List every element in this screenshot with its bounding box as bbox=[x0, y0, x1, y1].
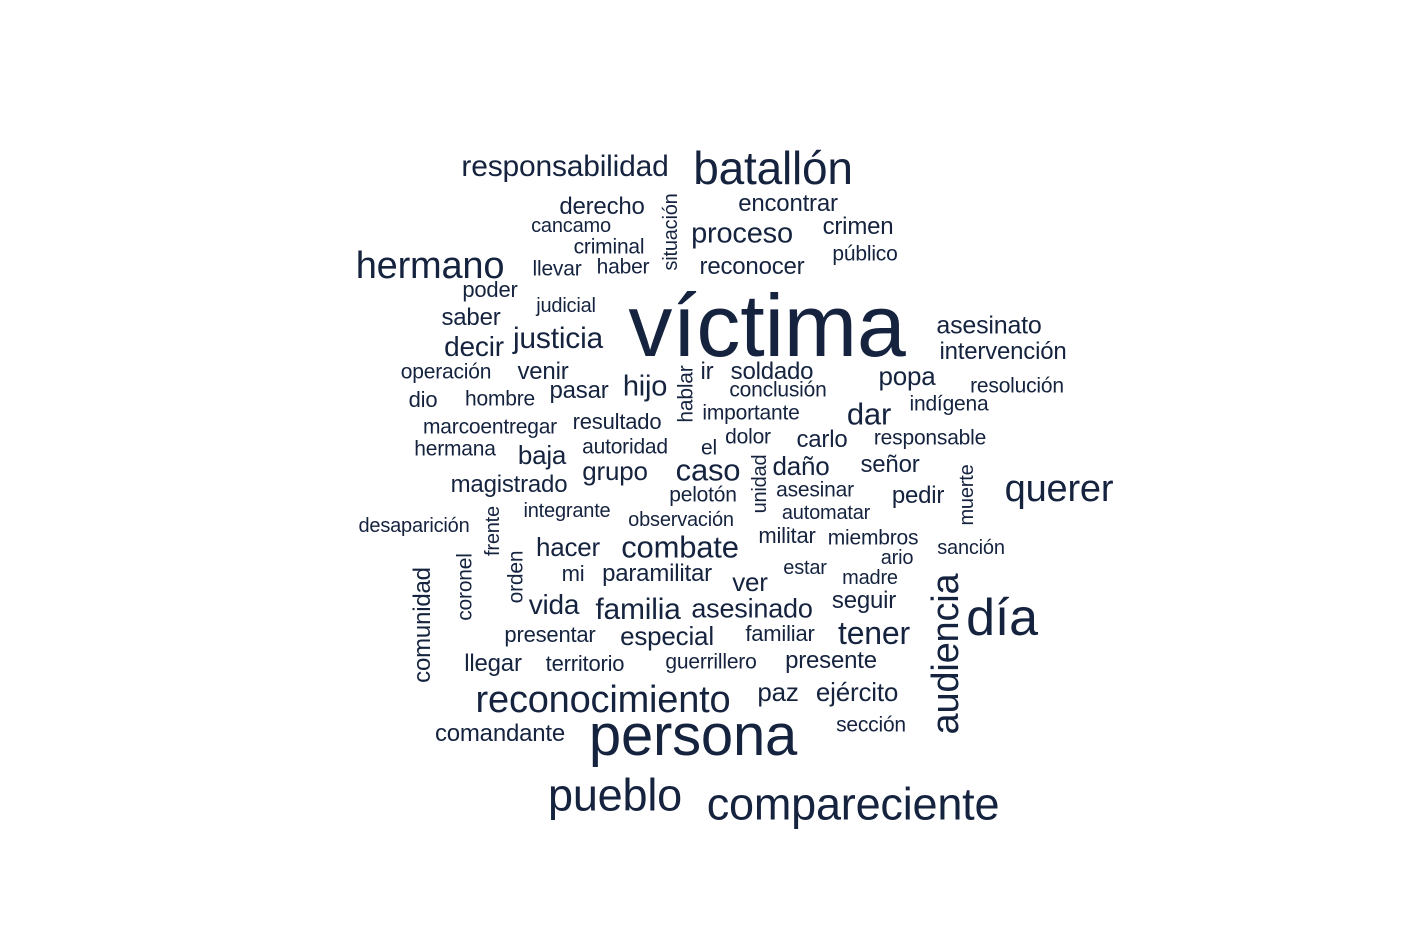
word: importante bbox=[702, 401, 800, 425]
word: responsabilidad bbox=[461, 150, 669, 183]
word: querer bbox=[1004, 468, 1114, 510]
word: familiar bbox=[745, 621, 815, 646]
word: hombre bbox=[464, 387, 536, 411]
word: venir bbox=[517, 358, 569, 385]
word: muerte bbox=[956, 464, 978, 526]
word: paramilitar bbox=[602, 560, 712, 587]
word: día bbox=[966, 589, 1038, 647]
word: miembros bbox=[827, 526, 919, 550]
word: dar bbox=[846, 396, 892, 432]
word: popa bbox=[878, 361, 936, 391]
word: presentar bbox=[504, 622, 596, 647]
word: estar bbox=[783, 557, 827, 579]
word: audiencia bbox=[925, 573, 967, 735]
word: llevar bbox=[532, 257, 582, 281]
word: madre bbox=[842, 567, 898, 589]
word: familia bbox=[595, 593, 681, 626]
word: crimen bbox=[822, 213, 894, 240]
word: sección bbox=[836, 713, 906, 737]
word: caso bbox=[675, 452, 741, 488]
word: integrante bbox=[523, 500, 611, 522]
word: marcoentregar bbox=[423, 415, 557, 439]
word: baja bbox=[517, 440, 567, 470]
word: proceso bbox=[691, 217, 793, 250]
word: cancamo bbox=[531, 215, 611, 237]
word: vida bbox=[528, 589, 580, 620]
word: daño bbox=[772, 451, 830, 481]
word: militar bbox=[758, 523, 816, 548]
word: sanción bbox=[937, 537, 1005, 559]
word: poder bbox=[462, 277, 518, 302]
word: dio bbox=[408, 387, 438, 412]
word: reconocimiento bbox=[475, 679, 731, 721]
word: automatar bbox=[781, 502, 871, 524]
word: criminal bbox=[573, 235, 645, 259]
word: intervención bbox=[939, 338, 1067, 365]
word: ario bbox=[880, 547, 914, 569]
word: territorio bbox=[545, 651, 625, 676]
word: combate bbox=[621, 529, 739, 565]
word: hacer bbox=[535, 532, 601, 562]
word: grupo bbox=[582, 456, 648, 486]
word: batallón bbox=[693, 142, 853, 194]
word: comunidad bbox=[409, 567, 436, 683]
word: paz bbox=[757, 677, 799, 707]
word: hijo bbox=[622, 370, 668, 403]
word: carlo bbox=[796, 426, 848, 453]
word: orden bbox=[504, 550, 528, 604]
word: tener bbox=[838, 615, 910, 651]
word: señor bbox=[860, 451, 920, 478]
word: público bbox=[832, 242, 898, 266]
word: víctima bbox=[628, 276, 906, 375]
word: hermana bbox=[414, 437, 496, 461]
word: justicia bbox=[512, 322, 604, 355]
word: saber bbox=[441, 304, 501, 331]
word: desaparición bbox=[358, 515, 470, 537]
word: mi bbox=[561, 561, 585, 586]
word: persona bbox=[588, 703, 798, 768]
word: ejército bbox=[815, 677, 899, 707]
word: operación bbox=[400, 360, 492, 384]
word: pelotón bbox=[669, 483, 737, 507]
word: el bbox=[701, 436, 717, 460]
word: situación bbox=[660, 193, 682, 271]
word: encontrar bbox=[738, 190, 838, 217]
word: seguir bbox=[831, 587, 897, 614]
word: compareciente bbox=[706, 778, 1000, 830]
word: pueblo bbox=[548, 769, 682, 821]
word: responsable bbox=[873, 426, 987, 450]
word: haber bbox=[596, 255, 650, 279]
word: asesinar bbox=[776, 478, 854, 502]
word: asesinato bbox=[936, 311, 1042, 340]
word: guerrillero bbox=[665, 650, 757, 674]
word: asesinado bbox=[691, 593, 813, 624]
word: resolución bbox=[970, 374, 1064, 398]
word: decir bbox=[444, 331, 504, 362]
word: judicial bbox=[536, 295, 596, 317]
word: llegar bbox=[464, 650, 522, 677]
word: autoridad bbox=[582, 435, 668, 459]
word: unidad bbox=[749, 454, 771, 514]
word: indígena bbox=[909, 392, 989, 416]
word: conclusión bbox=[729, 378, 827, 402]
word: magistrado bbox=[450, 471, 568, 498]
word: resultado bbox=[572, 409, 662, 434]
word: especial bbox=[620, 621, 714, 651]
word: derecho bbox=[559, 193, 645, 220]
word: observación bbox=[628, 509, 734, 531]
word: reconocer bbox=[699, 253, 805, 280]
word: pedir bbox=[891, 482, 945, 509]
word: soldado bbox=[730, 358, 814, 385]
word: coronel bbox=[453, 553, 477, 621]
word: ver bbox=[732, 567, 768, 597]
word: presente bbox=[785, 647, 877, 674]
word: hermano bbox=[355, 245, 505, 287]
word: comandante bbox=[434, 720, 566, 747]
word: pasar bbox=[549, 377, 609, 404]
word: hablar bbox=[674, 365, 698, 423]
word: dolor bbox=[725, 425, 771, 449]
word: frente bbox=[482, 506, 504, 556]
word: ir bbox=[700, 358, 714, 385]
